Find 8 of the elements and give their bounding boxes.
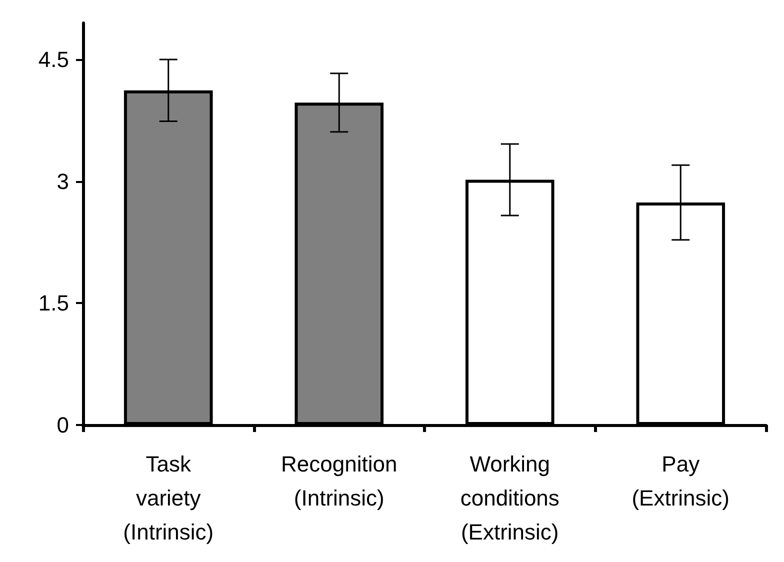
y-tick-label: 0 bbox=[56, 412, 69, 438]
x-tick-label: Working conditions (Extrinsic) bbox=[460, 452, 560, 544]
x-tick-label: Task variety (Intrinsic) bbox=[123, 452, 214, 544]
x-tick-label: Pay (Extrinsic) bbox=[632, 452, 730, 510]
y-tick-label: 3 bbox=[56, 168, 69, 194]
y-tick-label: 1.5 bbox=[38, 290, 69, 316]
x-tick-label: Recognition (Intrinsic) bbox=[281, 452, 398, 510]
y-tick-label: 4.5 bbox=[38, 47, 69, 72]
